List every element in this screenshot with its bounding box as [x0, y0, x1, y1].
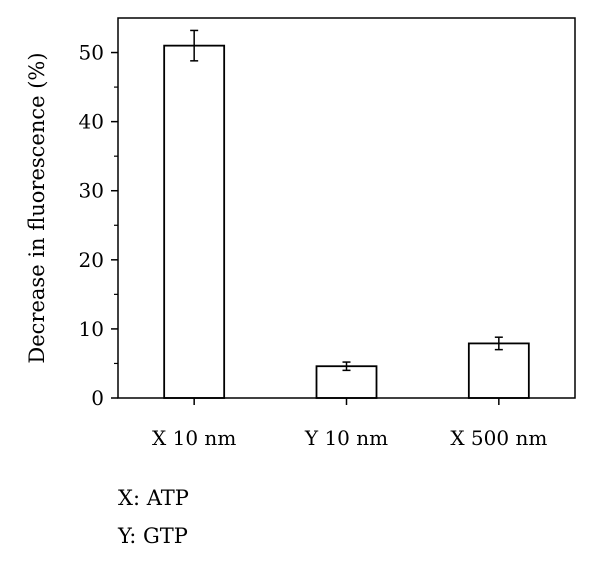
y-tick-label: 40	[79, 110, 104, 134]
x-tick-label: X 10 nm	[152, 426, 236, 450]
error-bar	[190, 29, 199, 62]
x-tick-label: X 500 nm	[450, 426, 547, 450]
bar	[467, 342, 530, 399]
legend-entry-x: X: ATP	[118, 486, 189, 510]
plot-frame	[117, 17, 576, 399]
y-tick-label: 20	[79, 248, 104, 272]
legend-entry-y: Y: GTP	[118, 524, 188, 548]
y-tick-label: 10	[79, 317, 104, 341]
y-axis-label: Decrease in fluorescence (%)	[25, 52, 49, 363]
y-tick-label: 30	[79, 179, 104, 203]
bar	[163, 44, 226, 399]
bar-chart: 0 10 20 30 40 50 X 10 nm Y 10 nm X 500 nm Decre…	[25, 17, 576, 450]
y-tick-label: 0	[91, 386, 104, 410]
x-tick-label: Y 10 nm	[304, 426, 388, 450]
y-tick-label: 50	[79, 41, 104, 65]
error-bar	[342, 361, 351, 372]
error-bar	[494, 336, 503, 351]
